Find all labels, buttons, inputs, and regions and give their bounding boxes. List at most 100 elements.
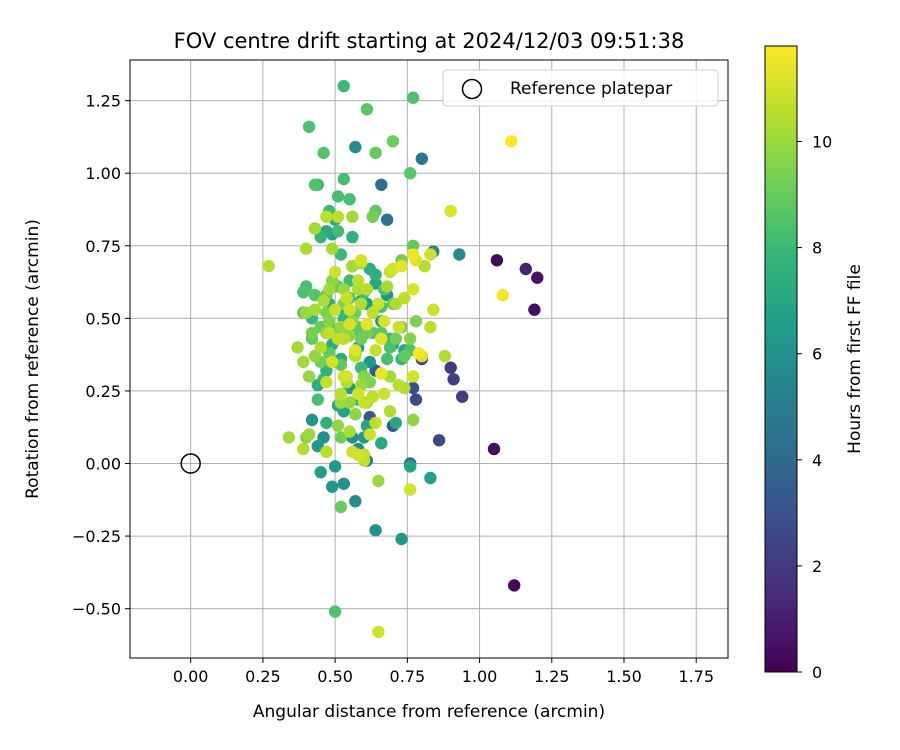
data-point: [372, 474, 385, 488]
data-point: [415, 152, 428, 165]
data-point: [346, 230, 359, 244]
data-point: [331, 225, 345, 238]
data-point: [300, 242, 313, 255]
data-point: [328, 605, 342, 618]
x-tick-label: 0.00: [173, 667, 209, 686]
data-point: [360, 103, 374, 116]
data-point: [404, 483, 417, 496]
data-point: [406, 248, 420, 261]
data-point: [302, 428, 316, 441]
data-point: [366, 306, 379, 319]
data-point: [531, 271, 544, 284]
data-point: [331, 210, 345, 223]
x-tick-label: 1.25: [534, 667, 570, 686]
y-tick-label: 0.75: [85, 237, 121, 256]
data-point: [314, 230, 327, 244]
data-point: [331, 190, 345, 203]
data-point: [424, 248, 437, 261]
data-point: [354, 254, 368, 267]
colorbar-tick-label: 8: [812, 239, 822, 258]
data-point: [352, 283, 365, 296]
legend-reference-icon: [461, 78, 483, 100]
data-point: [453, 248, 466, 261]
data-point: [424, 471, 437, 485]
data-point: [334, 387, 348, 400]
data-point: [343, 193, 356, 206]
data-point: [395, 259, 408, 273]
x-axis-ticks: 0.00 0.25 0.50 0.75 1.00 1.25 1.50 1.75: [173, 658, 714, 686]
data-point: [334, 248, 348, 261]
data-point: [320, 210, 333, 223]
data-point: [369, 416, 382, 430]
colorbar-tick-label: 4: [812, 451, 822, 470]
data-point: [363, 355, 376, 369]
legend-box: [442, 69, 719, 107]
data-point: [349, 408, 362, 421]
data-point: [406, 283, 420, 296]
data-point: [424, 320, 437, 334]
x-tick-label: 0.75: [390, 667, 426, 686]
data-point: [334, 431, 348, 444]
x-tick-label: 1.50: [606, 667, 642, 686]
data-point: [323, 283, 336, 296]
data-point: [383, 405, 397, 418]
data-point: [496, 288, 509, 302]
data-point: [409, 393, 423, 406]
data-point: [305, 326, 319, 340]
data-point: [349, 495, 362, 508]
data-point: [366, 210, 379, 223]
data-point: [375, 332, 388, 345]
data-point: [343, 318, 356, 331]
data-point: [392, 320, 405, 334]
y-tick-label: 0.25: [85, 382, 121, 401]
data-point: [337, 172, 350, 186]
data-point: [369, 344, 382, 357]
y-tick-label: 1.25: [85, 92, 121, 111]
reference-marker: [180, 453, 201, 474]
data-point: [337, 332, 350, 345]
data-point: [528, 303, 541, 316]
y-tick-label: −0.25: [72, 527, 121, 546]
data-point: [380, 352, 394, 366]
data-point: [349, 140, 362, 154]
colorbar-tick-label: 0: [812, 663, 822, 682]
colorbar-tick-label: 2: [812, 557, 822, 576]
grid-lines: [130, 60, 728, 658]
data-point: [366, 390, 379, 403]
data-point: [314, 341, 327, 354]
data-point: [328, 265, 342, 279]
x-tick-label: 1.75: [678, 667, 714, 686]
data-point: [398, 349, 411, 363]
legend: Reference platepar: [442, 69, 719, 107]
data-point: [352, 448, 365, 461]
data-point: [305, 413, 319, 427]
data-point: [369, 524, 382, 537]
data-point: [308, 178, 322, 191]
data-point: [331, 419, 345, 432]
data-point: [378, 387, 391, 400]
data-point: [317, 294, 330, 308]
data-point: [352, 274, 365, 287]
data-point: [326, 480, 339, 493]
data-point: [308, 222, 322, 235]
data-point: [418, 259, 431, 273]
data-point: [308, 303, 322, 316]
colorbar-tick-label: 6: [812, 345, 822, 364]
data-point: [343, 396, 356, 409]
data-point: [406, 370, 420, 383]
y-tick-label: 1.00: [85, 164, 121, 183]
data-point: [334, 396, 348, 409]
colorbar-gradient: [764, 45, 798, 673]
data-point: [404, 167, 417, 180]
x-tick-label: 1.00: [462, 667, 498, 686]
data-point: [320, 416, 333, 430]
y-tick-label: −0.50: [72, 600, 121, 619]
data-point: [297, 355, 310, 369]
data-point: [412, 347, 426, 360]
y-axis-ticks: −0.50 −0.25 0.00 0.25 0.50 0.75 1.00 1.25: [72, 92, 130, 619]
data-point: [337, 477, 350, 490]
data-point: [291, 341, 304, 354]
legend-entry-reference: Reference platepar: [510, 79, 672, 99]
data-point: [323, 315, 336, 328]
data-point: [375, 437, 388, 450]
